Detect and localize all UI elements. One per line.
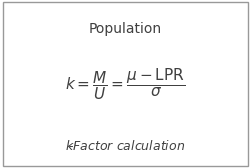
Text: $k = \dfrac{M}{U} = \dfrac{\mu - \mathrm{LPR}}{\sigma}$: $k = \dfrac{M}{U} = \dfrac{\mu - \mathrm… — [65, 66, 185, 102]
Text: Population: Population — [88, 22, 162, 36]
Text: $k\!\!$-Factor calculation: $k\!\!$-Factor calculation — [65, 139, 185, 153]
